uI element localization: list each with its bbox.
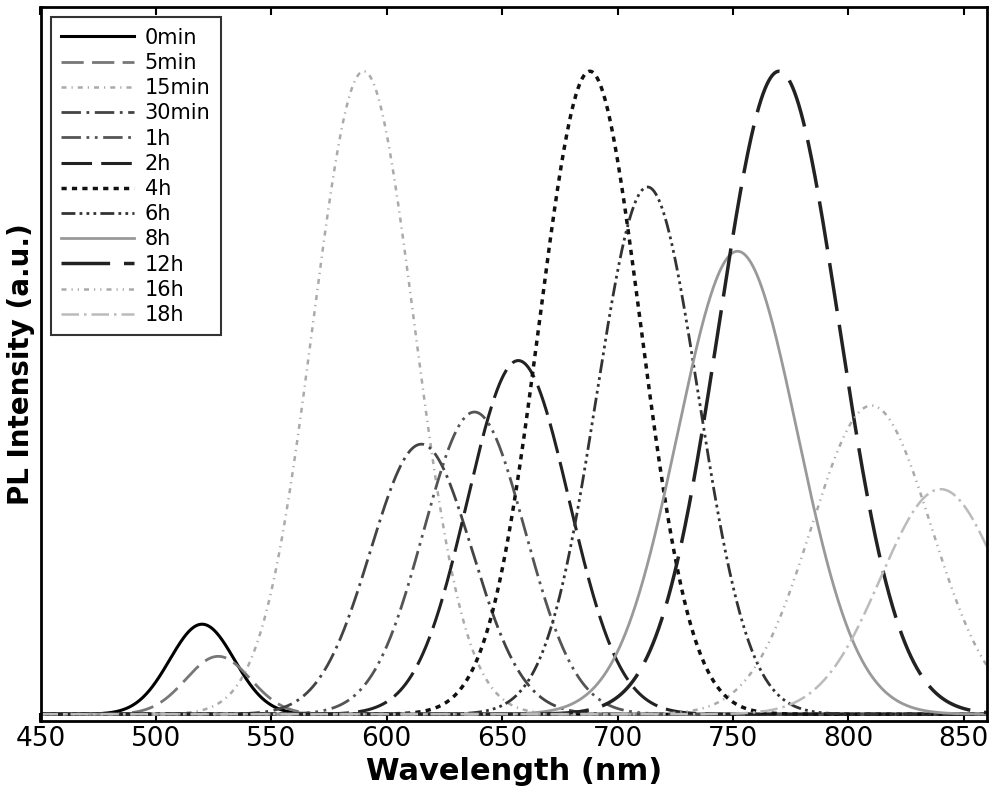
30min	[196, 710, 208, 719]
1h	[938, 710, 950, 719]
2h	[465, 482, 477, 492]
30min	[132, 710, 144, 719]
Line: 18h: 18h	[17, 489, 1000, 714]
16h	[419, 710, 431, 719]
15min	[132, 710, 144, 719]
16h	[132, 710, 144, 719]
5min	[938, 710, 950, 719]
1h	[196, 710, 208, 719]
Line: 4h: 4h	[17, 71, 1000, 714]
Line: 12h: 12h	[17, 71, 1000, 714]
4h	[132, 710, 144, 719]
Line: 16h: 16h	[17, 405, 1000, 714]
4h	[465, 668, 477, 678]
Line: 5min: 5min	[17, 657, 1000, 714]
6h	[938, 710, 950, 719]
30min	[11, 710, 23, 719]
18h	[935, 485, 947, 494]
4h	[419, 707, 431, 716]
1h	[419, 523, 431, 532]
12h	[465, 710, 477, 719]
2h	[196, 710, 208, 719]
4h	[584, 67, 596, 76]
12h	[419, 710, 431, 719]
8h	[938, 708, 950, 718]
0min	[465, 710, 477, 719]
1h	[132, 710, 144, 719]
30min	[465, 542, 477, 551]
16h	[196, 710, 208, 719]
15min	[465, 641, 477, 650]
2h	[132, 710, 144, 719]
4h	[938, 710, 950, 719]
Line: 8h: 8h	[17, 251, 1000, 714]
6h	[132, 710, 144, 719]
Line: 1h: 1h	[17, 412, 1000, 714]
1h	[11, 710, 23, 719]
16h	[11, 710, 23, 719]
1h	[468, 408, 480, 417]
8h	[419, 710, 431, 719]
4h	[11, 710, 23, 719]
18h	[465, 710, 477, 719]
2h	[419, 645, 431, 654]
30min	[415, 439, 427, 449]
8h	[732, 247, 744, 256]
2h	[11, 710, 23, 719]
6h	[196, 710, 208, 719]
15min	[938, 710, 950, 719]
5min	[465, 710, 477, 719]
16h	[938, 561, 950, 571]
6h	[11, 710, 23, 719]
Line: 15min: 15min	[17, 71, 1000, 714]
12h	[773, 67, 785, 76]
0min	[938, 710, 950, 719]
2h	[938, 710, 950, 719]
0min	[419, 710, 431, 719]
12h	[196, 710, 208, 719]
18h	[196, 710, 208, 719]
8h	[132, 710, 144, 719]
15min	[11, 710, 23, 719]
8h	[11, 710, 23, 719]
8h	[196, 710, 208, 719]
15min	[419, 399, 431, 408]
2h	[512, 356, 524, 366]
Legend: 0min, 5min, 15min, 30min, 1h, 2h, 4h, 6h, 8h, 12h, 16h, 18h: 0min, 5min, 15min, 30min, 1h, 2h, 4h, 6h…	[51, 17, 221, 335]
18h	[132, 710, 144, 719]
5min	[11, 710, 23, 719]
0min	[196, 619, 208, 629]
15min	[358, 67, 370, 76]
15min	[196, 706, 208, 715]
16h	[865, 400, 877, 410]
Line: 0min: 0min	[17, 624, 1000, 714]
0min	[196, 619, 208, 629]
X-axis label: Wavelength (nm): Wavelength (nm)	[366, 757, 662, 786]
6h	[419, 710, 431, 719]
8h	[465, 710, 477, 719]
30min	[938, 710, 950, 719]
1h	[465, 408, 477, 418]
6h	[465, 708, 477, 718]
Line: 6h: 6h	[17, 187, 1000, 714]
Line: 30min: 30min	[17, 444, 1000, 714]
18h	[419, 710, 431, 719]
5min	[132, 707, 144, 716]
5min	[212, 652, 224, 661]
5min	[419, 710, 431, 719]
12h	[938, 695, 950, 704]
30min	[419, 440, 431, 450]
0min	[132, 696, 144, 706]
16h	[465, 710, 477, 719]
18h	[11, 710, 23, 719]
Y-axis label: PL Intensity (a.u.): PL Intensity (a.u.)	[7, 223, 35, 504]
0min	[11, 710, 23, 719]
12h	[132, 710, 144, 719]
18h	[938, 485, 950, 494]
12h	[11, 710, 23, 719]
4h	[196, 710, 208, 719]
5min	[196, 659, 208, 668]
6h	[642, 182, 654, 192]
Line: 2h: 2h	[17, 361, 1000, 714]
